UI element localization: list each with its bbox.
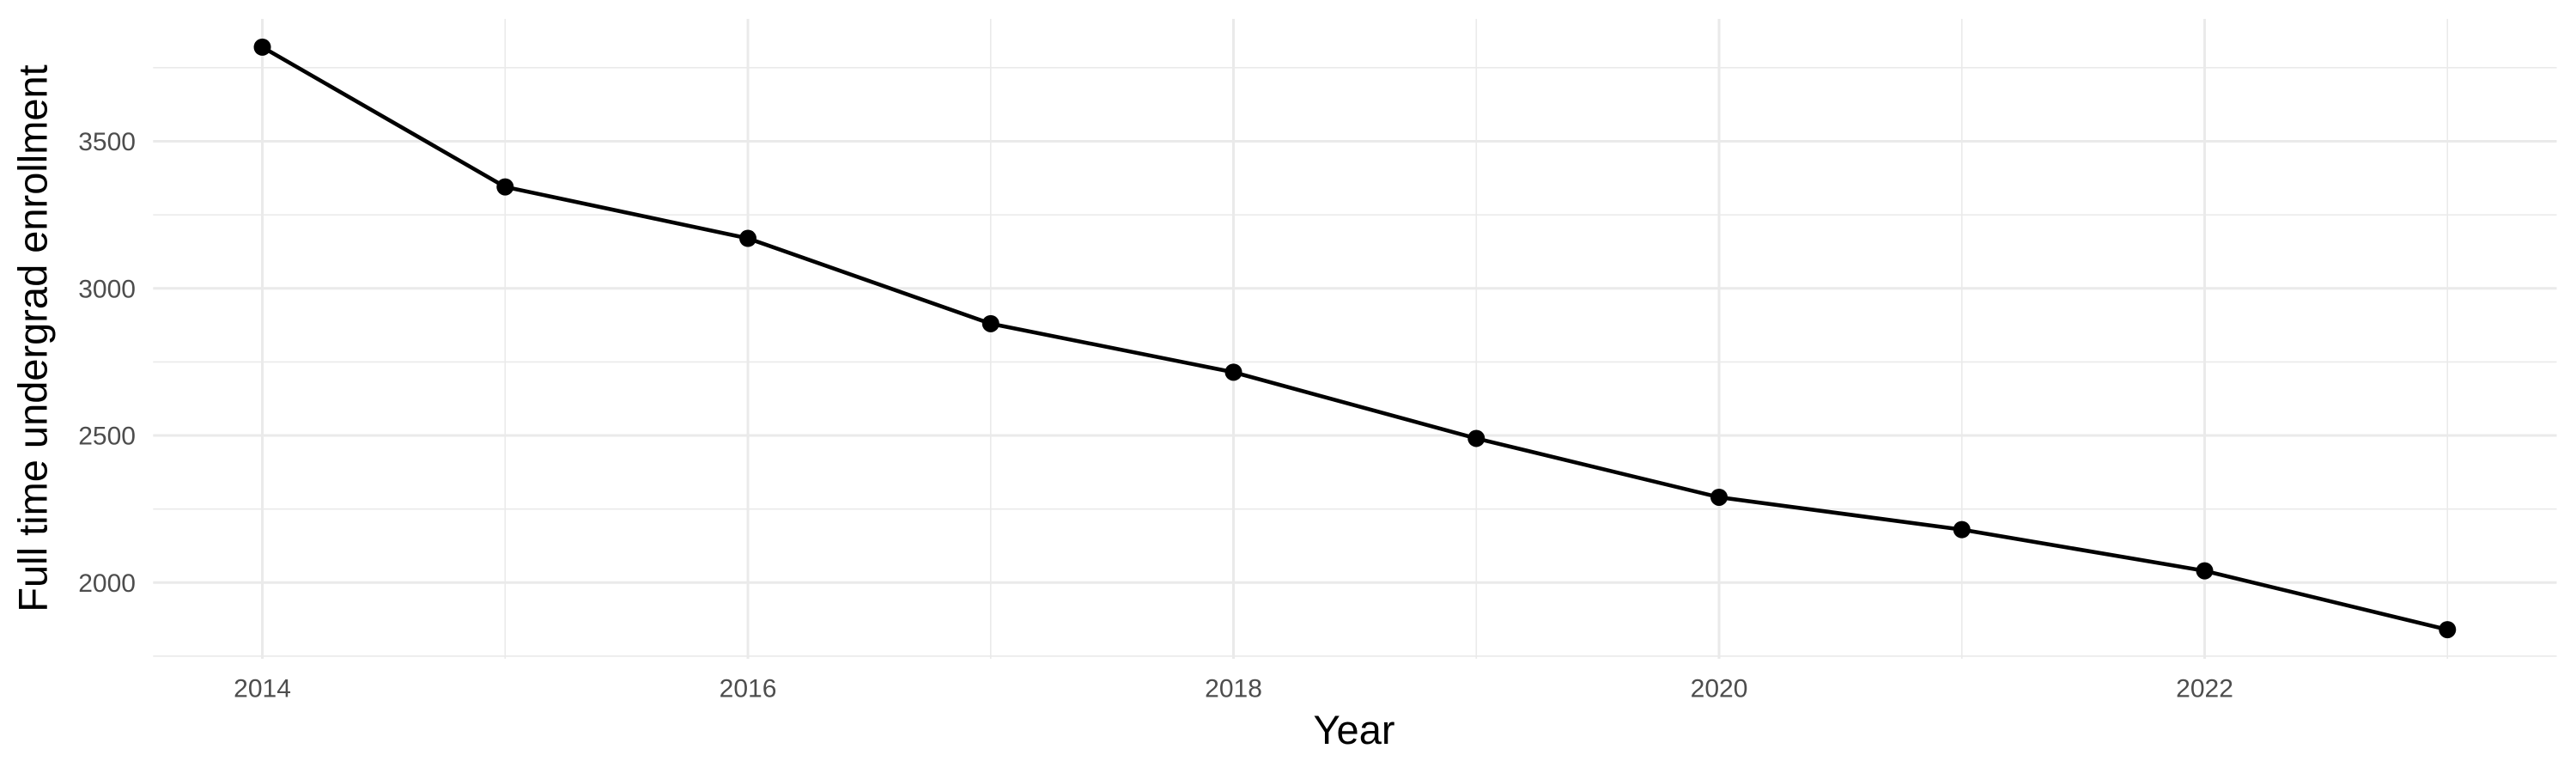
x-tick-label: 2018	[1205, 675, 1262, 703]
y-tick-label: 2500	[78, 423, 136, 451]
data-point	[253, 38, 271, 56]
x-axis-title: Year	[1313, 707, 1395, 752]
data-point	[981, 314, 999, 332]
x-tick-label: 2022	[2176, 675, 2233, 703]
data-point	[496, 178, 514, 196]
y-tick-label: 3000	[78, 275, 136, 303]
data-point	[1953, 520, 1971, 539]
data-point	[1224, 363, 1242, 381]
data-point	[739, 229, 757, 247]
x-tick-label: 2016	[720, 675, 777, 703]
y-tick-label: 2000	[78, 569, 136, 598]
x-tick-label: 2014	[234, 675, 291, 703]
x-tick-label: 2020	[1691, 675, 1748, 703]
y-axis-title: Full time undergrad enrollment	[9, 64, 56, 612]
data-point	[2439, 621, 2457, 639]
data-point	[1710, 488, 1728, 506]
trend-line	[261, 45, 2448, 632]
y-tick-label: 3500	[78, 128, 136, 156]
data-point	[1467, 429, 1485, 447]
data-point	[2196, 562, 2214, 580]
